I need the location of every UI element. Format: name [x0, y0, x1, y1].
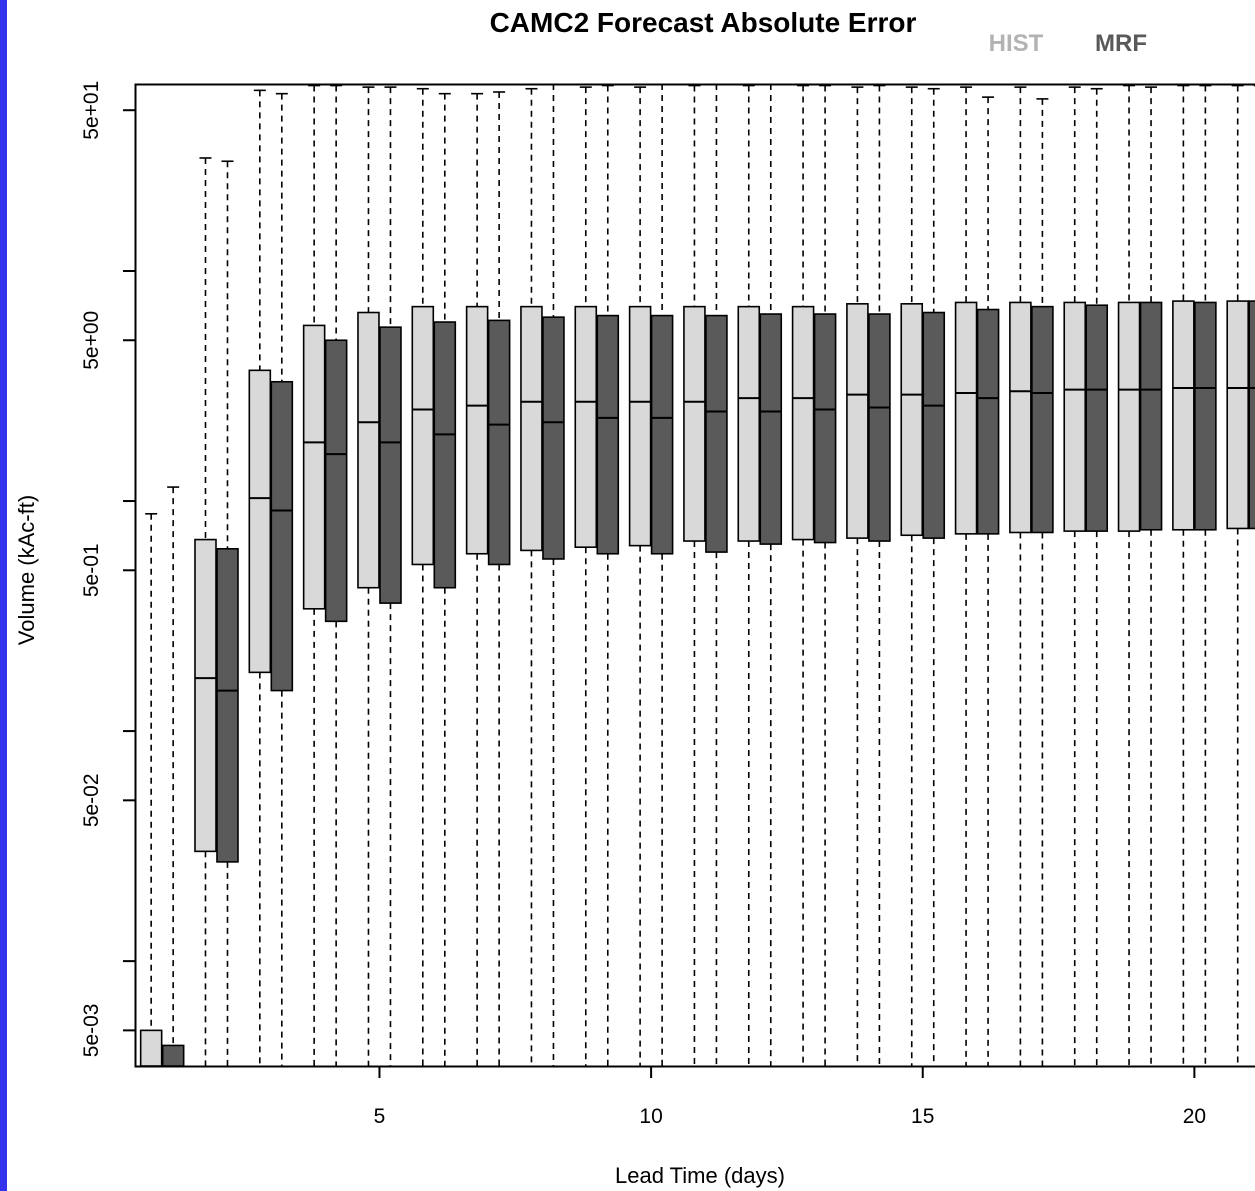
mrf-box-day-21 — [1248, 300, 1255, 530]
hist-box-day-14 — [846, 303, 869, 539]
hist-box-day-12 — [737, 305, 761, 542]
x-tick-label-20: 20 — [1183, 1105, 1206, 1128]
legend-hist-label: HIST — [989, 30, 1044, 57]
mrf-box-day-3 — [270, 380, 294, 692]
x-tick-label-15: 15 — [911, 1105, 934, 1128]
legend-mrf-label: MRF — [1095, 30, 1147, 57]
x-tick-label-5: 5 — [374, 1105, 386, 1128]
hist-box-day-20 — [1172, 300, 1195, 531]
hist-box-day-15 — [900, 303, 924, 537]
plot-frame — [134, 83, 1255, 1068]
plot-area — [139, 84, 1255, 1067]
mrf-box-day-10 — [650, 314, 674, 555]
series-hist — [139, 84, 1250, 1067]
mrf-box-day-11 — [705, 314, 728, 553]
y-tick-label-5e-01: 5e-01 — [80, 543, 103, 597]
y-axis-title: Volume (kAc-ft) — [14, 495, 39, 645]
y-tick-label-5e+01: 5e+01 — [80, 81, 103, 140]
hist-box-day-18 — [1063, 301, 1087, 532]
window-left-border — [0, 0, 7, 1191]
mrf-box-day-18 — [1085, 304, 1109, 532]
mrf-box-day-4 — [324, 339, 348, 623]
mrf-box-day-20 — [1194, 301, 1217, 531]
mrf-box-day-9 — [596, 314, 620, 555]
hist-box-day-8 — [520, 305, 543, 552]
hist-box-day-10 — [628, 305, 652, 547]
hist-box-day-2 — [194, 538, 217, 853]
hist-box-day-16 — [954, 301, 978, 535]
hist-box-day-4 — [302, 324, 326, 610]
hist-box-day-5 — [357, 311, 380, 589]
hist-box-day-6 — [411, 305, 435, 566]
mrf-box-day-6 — [433, 321, 457, 589]
y-tick-label-5e-03: 5e-03 — [80, 1004, 103, 1058]
axes: 5 10 15 20 5e-03 5e-02 5e-01 5e+00 5e+01 — [80, 81, 1206, 1128]
mrf-box-day-12 — [759, 313, 783, 545]
y-tick-label-5e-02: 5e-02 — [80, 773, 103, 827]
x-axis-title: Lead Time (days) — [615, 1163, 785, 1188]
hist-box-day-1 — [139, 1029, 163, 1067]
chart-title: CAMC2 Forecast Absolute Error — [490, 7, 917, 38]
hist-box-day-13 — [791, 305, 815, 541]
mrf-box-day-15 — [922, 311, 946, 539]
hist-box-day-3 — [248, 369, 272, 674]
hist-box-day-19 — [1117, 301, 1141, 532]
mrf-box-day-14 — [868, 313, 891, 542]
hist-box-day-9 — [574, 305, 598, 548]
mrf-box-day-17 — [1031, 305, 1054, 534]
hist-box-day-11 — [683, 305, 706, 542]
y-tick-label-5e+00: 5e+00 — [80, 311, 103, 370]
hist-box-day-21 — [1226, 300, 1250, 530]
mrf-box-day-8 — [542, 316, 565, 560]
mrf-box-day-2 — [216, 547, 239, 863]
mrf-box-day-1 — [161, 1044, 185, 1067]
mrf-box-day-13 — [813, 313, 837, 544]
mrf-box-day-5 — [379, 326, 402, 604]
hist-box-day-17 — [1009, 301, 1032, 534]
mrf-box-day-7 — [487, 319, 511, 566]
x-tick-label-10: 10 — [639, 1105, 662, 1128]
mrf-box-day-16 — [976, 308, 1000, 535]
mrf-box-day-19 — [1139, 301, 1163, 531]
series-mrf — [161, 84, 1255, 1067]
hist-box-day-7 — [465, 305, 489, 555]
